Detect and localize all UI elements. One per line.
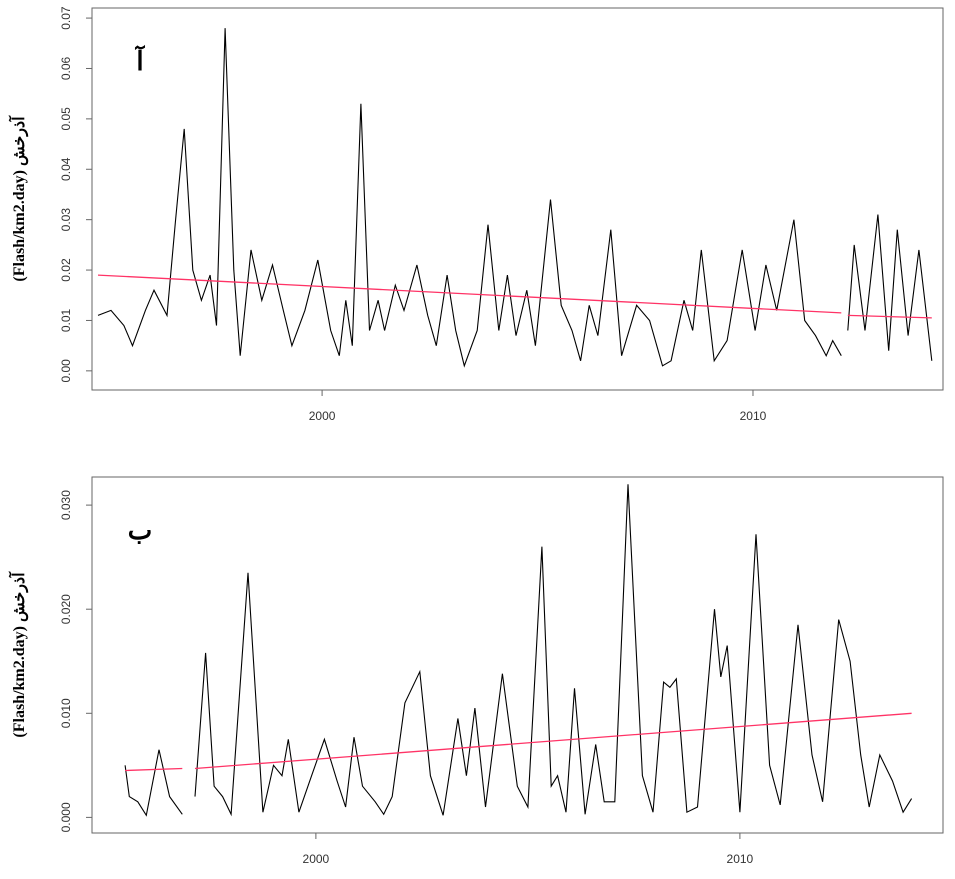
- y-tick-label: 0.020: [59, 594, 73, 624]
- y-tick-label: 0.01: [59, 308, 73, 332]
- panel-label: آ: [134, 44, 145, 77]
- y-axis-title: (Flash/km2.day) آذرخش: [7, 115, 29, 282]
- y-tick-label: 0.07: [59, 6, 73, 30]
- y-tick-label: 0.000: [59, 802, 73, 832]
- y-axis-title: (Flash/km2.day) آذرخش: [7, 571, 29, 738]
- y-tick-label: 0.05: [59, 107, 73, 131]
- y-tick-label: 0.06: [59, 56, 73, 80]
- y-tick-label: 0.02: [59, 258, 73, 282]
- y-tick-label: 0.030: [59, 490, 73, 520]
- trend-line: [97, 274, 932, 319]
- y-tick-label: 0.010: [59, 698, 73, 728]
- y-tick-label: 0.03: [59, 208, 73, 232]
- x-tick-label: 2010: [727, 852, 754, 866]
- trend-line: [125, 712, 912, 772]
- x-tick-label: 2000: [309, 409, 336, 423]
- y-tick-label: 0.04: [59, 157, 73, 181]
- series-line: [97, 28, 933, 368]
- panel-label: ب: [128, 516, 152, 546]
- plot-frame: [91, 476, 944, 834]
- plot-frame: [91, 7, 944, 391]
- y-tick-label: 0.00: [59, 359, 73, 383]
- series-line: [124, 484, 913, 817]
- x-tick-label: 2010: [740, 409, 767, 423]
- x-tick-label: 2000: [303, 852, 330, 866]
